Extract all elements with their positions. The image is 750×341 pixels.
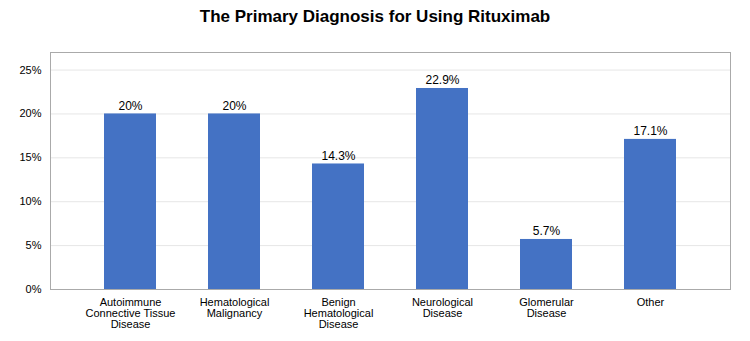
svg-text:22.9%: 22.9% bbox=[425, 73, 459, 87]
svg-text:BenignHematologicalDisease: BenignHematologicalDisease bbox=[304, 296, 374, 330]
svg-text:17.1%: 17.1% bbox=[633, 124, 667, 138]
svg-text:5.7%: 5.7% bbox=[533, 224, 561, 238]
svg-text:0%: 0% bbox=[26, 283, 42, 295]
svg-text:20%: 20% bbox=[118, 99, 142, 113]
svg-text:10%: 10% bbox=[19, 195, 41, 207]
svg-text:5%: 5% bbox=[26, 239, 42, 251]
svg-text:NeurologicalDisease: NeurologicalDisease bbox=[412, 296, 473, 319]
svg-text:20%: 20% bbox=[19, 107, 41, 119]
svg-text:GlomerularDisease: GlomerularDisease bbox=[519, 296, 574, 319]
svg-text:15%: 15% bbox=[19, 151, 41, 163]
svg-text:Other: Other bbox=[637, 296, 665, 308]
svg-text:25%: 25% bbox=[19, 64, 41, 76]
svg-text:20%: 20% bbox=[222, 99, 246, 113]
svg-text:AutoimmuneConnective TissueDis: AutoimmuneConnective TissueDisease bbox=[86, 296, 176, 330]
svg-text:14.3%: 14.3% bbox=[321, 149, 355, 163]
html-text:The Primary Diagnosis for Usin: The Primary Diagnosis for Using Rituxima… bbox=[199, 7, 551, 26]
svg-text:HematologicalMalignancy: HematologicalMalignancy bbox=[200, 296, 270, 319]
